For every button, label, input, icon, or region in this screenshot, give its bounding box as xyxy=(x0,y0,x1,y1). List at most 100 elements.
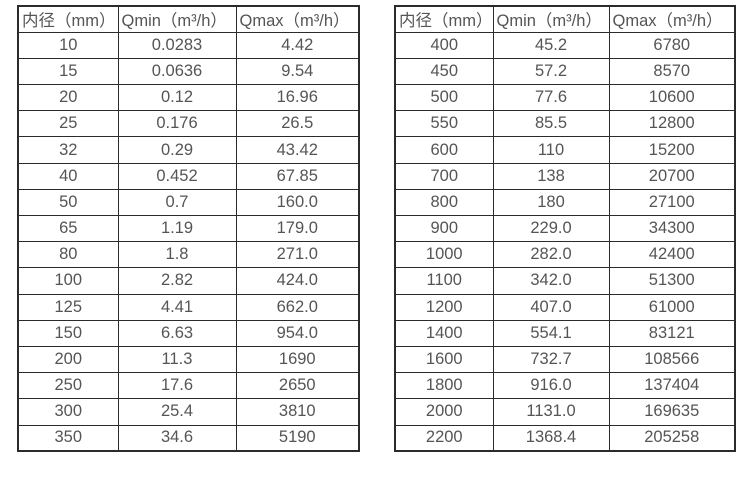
table-cell: 45.2 xyxy=(492,31,610,59)
table-cell: 350 xyxy=(17,424,119,452)
table-cell: 6.63 xyxy=(117,319,237,347)
table-row: 350 34.6 5190 xyxy=(17,424,360,452)
table-cell: 9.54 xyxy=(235,57,360,86)
table-cell: 0.29 xyxy=(117,136,237,164)
table-body: 10 0.0283 4.42 15 0.0636 9.54 20 0.12 16.96 25 0.1… xyxy=(17,31,360,452)
table-cell: 0.0283 xyxy=(117,31,237,59)
table-row: 2000 1131.0 169635 xyxy=(394,398,736,426)
table-body: 400 45.2 6780 450 57.2 8570 500 77.6 10600 550 85.… xyxy=(394,31,736,452)
table-row: 300 25.4 3810 xyxy=(17,398,360,426)
table-cell: 179.0 xyxy=(235,214,360,243)
table-row: 1800 916.0 137404 xyxy=(394,372,736,400)
table-cell: 800 xyxy=(394,188,494,217)
table-row: 32 0.29 43.42 xyxy=(17,136,360,164)
table-cell: 407.0 xyxy=(492,293,610,321)
table-cell: 11.3 xyxy=(117,345,237,374)
table-row: 65 1.19 179.0 xyxy=(17,214,360,243)
table-cell: 180 xyxy=(492,188,610,217)
table-cell: 67.85 xyxy=(235,162,360,190)
table-row: 25 0.176 26.5 xyxy=(17,110,360,138)
table-row: 15 0.0636 9.54 xyxy=(17,57,360,86)
table-cell: 25.4 xyxy=(117,398,237,426)
table-cell: 20 xyxy=(17,84,119,112)
table-cell: 26.5 xyxy=(235,110,360,138)
table-cell: 85.5 xyxy=(492,110,610,138)
table-cell: 6780 xyxy=(608,31,736,59)
header-row: 内径（mm） Qmin（m³/h） Qmax（m³/h） xyxy=(394,5,736,33)
table-cell: 1400 xyxy=(394,319,494,347)
table-row: 100 2.82 424.0 xyxy=(17,267,360,295)
table-cell: 34.6 xyxy=(117,424,237,452)
table-cell: 108566 xyxy=(608,345,736,374)
table-cell: 65 xyxy=(17,214,119,243)
table-row: 1200 407.0 61000 xyxy=(394,293,736,321)
table-cell: 250 xyxy=(17,372,119,400)
table-cell: 600 xyxy=(394,136,494,164)
table-cell: 32 xyxy=(17,136,119,164)
table-cell: 1.19 xyxy=(117,214,237,243)
table-cell: 0.452 xyxy=(117,162,237,190)
table-cell: 1800 xyxy=(394,372,494,400)
table-cell: 0.7 xyxy=(117,188,237,217)
table-cell: 229.0 xyxy=(492,214,610,243)
table-cell: 15200 xyxy=(608,136,736,164)
table-row: 150 6.63 954.0 xyxy=(17,319,360,347)
table-row: 600 110 15200 xyxy=(394,136,736,164)
table-row: 10 0.0283 4.42 xyxy=(17,31,360,59)
tables-container: 内径（mm） Qmin（m³/h） Qmax（m³/h） 10 0.0283 4.4… xyxy=(17,5,736,453)
table-cell: 0.0636 xyxy=(117,57,237,86)
table-row: 50 0.7 160.0 xyxy=(17,188,360,217)
table-cell: 10 xyxy=(17,31,119,59)
table-cell: 160.0 xyxy=(235,188,360,217)
table-row: 200 11.3 1690 xyxy=(17,345,360,374)
table-cell: 15 xyxy=(17,57,119,86)
table-row: 40 0.452 67.85 xyxy=(17,162,360,190)
table-cell: 400 xyxy=(394,31,494,59)
table-row: 1600 732.7 108566 xyxy=(394,345,736,374)
header-row: 内径（mm） Qmin（m³/h） Qmax（m³/h） xyxy=(17,5,360,33)
table-cell: 1.8 xyxy=(117,241,237,269)
table-cell: 300 xyxy=(17,398,119,426)
table-cell: 4.42 xyxy=(235,31,360,59)
table-cell: 12800 xyxy=(608,110,736,138)
table-cell: 1100 xyxy=(394,267,494,295)
table-row: 80 1.8 271.0 xyxy=(17,241,360,269)
table-row: 1000 282.0 42400 xyxy=(394,241,736,269)
table-cell: 1690 xyxy=(235,345,360,374)
table-cell: 2650 xyxy=(235,372,360,400)
table-cell: 1131.0 xyxy=(492,398,610,426)
table-cell: 271.0 xyxy=(235,241,360,269)
table-cell: 34300 xyxy=(608,214,736,243)
table-cell: 500 xyxy=(394,84,494,112)
table-row: 1100 342.0 51300 xyxy=(394,267,736,295)
table-cell: 138 xyxy=(492,162,610,190)
flow-rate-table-large: 内径（mm） Qmin（m³/h） Qmax（m³/h） 400 45.2 6780… xyxy=(394,5,736,453)
column-header-qmax: Qmax（m³/h） xyxy=(235,5,360,33)
table-cell: 424.0 xyxy=(235,267,360,295)
table-cell: 916.0 xyxy=(492,372,610,400)
table-cell: 42400 xyxy=(608,241,736,269)
table-cell: 3810 xyxy=(235,398,360,426)
table-cell: 43.42 xyxy=(235,136,360,164)
table-cell: 51300 xyxy=(608,267,736,295)
table-cell: 5190 xyxy=(235,424,360,452)
table-row: 900 229.0 34300 xyxy=(394,214,736,243)
table-row: 800 180 27100 xyxy=(394,188,736,217)
table-cell: 662.0 xyxy=(235,293,360,321)
table-cell: 0.12 xyxy=(117,84,237,112)
table-cell: 205258 xyxy=(608,424,736,452)
table-cell: 1368.4 xyxy=(492,424,610,452)
table-cell: 77.6 xyxy=(492,84,610,112)
table-cell: 4.41 xyxy=(117,293,237,321)
table-cell: 16.96 xyxy=(235,84,360,112)
table-cell: 554.1 xyxy=(492,319,610,347)
table-cell: 169635 xyxy=(608,398,736,426)
column-header-diameter: 内径（mm） xyxy=(17,5,119,33)
table-cell: 61000 xyxy=(608,293,736,321)
table-cell: 100 xyxy=(17,267,119,295)
table-row: 400 45.2 6780 xyxy=(394,31,736,59)
table-row: 2200 1368.4 205258 xyxy=(394,424,736,452)
table-row: 550 85.5 12800 xyxy=(394,110,736,138)
table-cell: 8570 xyxy=(608,57,736,86)
table-row: 1400 554.1 83121 xyxy=(394,319,736,347)
